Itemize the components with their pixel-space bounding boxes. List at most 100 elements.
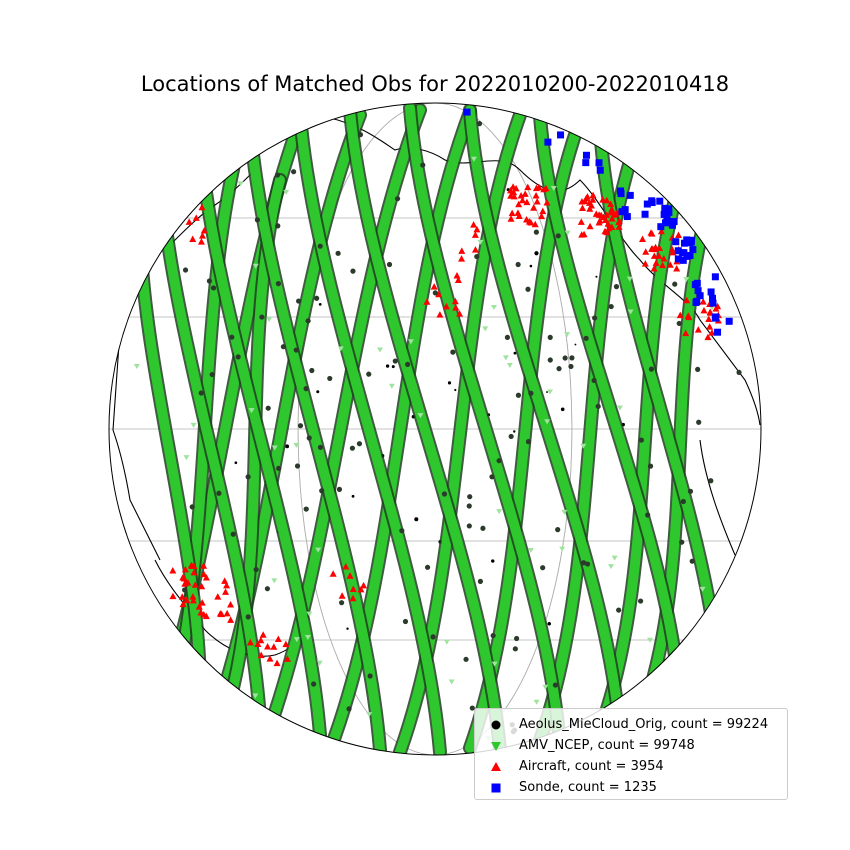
amv-marker [496, 509, 503, 515]
amv-marker [271, 445, 278, 451]
aeolus-marker [305, 318, 311, 324]
aeolus-marker [264, 586, 271, 592]
aircraft-marker [202, 612, 210, 620]
aircraft-marker [198, 203, 206, 211]
island-dot [513, 351, 517, 355]
island-dot [385, 364, 390, 368]
aircraft-marker [179, 574, 187, 581]
island-dot [454, 388, 457, 392]
aircraft-marker [430, 283, 438, 290]
aircraft-marker [542, 184, 550, 192]
amv-marker [293, 637, 300, 643]
sonde-marker [544, 138, 552, 146]
aeolus-marker [349, 445, 356, 451]
aeolus-marker [394, 196, 401, 202]
aeolus-marker [432, 290, 438, 296]
aircraft-marker [666, 261, 674, 268]
sonde-marker [694, 287, 702, 295]
island-dot [285, 444, 290, 449]
sonde-marker [680, 239, 688, 247]
aeolus-marker [198, 390, 204, 396]
aircraft-marker [349, 585, 357, 592]
aircraft-marker [604, 220, 612, 227]
amv-marker [699, 586, 706, 592]
aircraft-marker [521, 190, 529, 197]
aircraft-marker [603, 228, 611, 236]
legend: Aeolus_MieCloud_Orig, count = 99224 AMV_… [474, 708, 788, 800]
aeolus-marker [210, 285, 217, 291]
aircraft-marker [458, 247, 466, 254]
aeolus-marker [317, 243, 323, 249]
sonde-marker [709, 299, 717, 307]
sonde-marker [672, 238, 680, 246]
aeolus-marker [695, 366, 701, 372]
aircraft-marker [650, 264, 658, 272]
legend-item-sonde: Sonde, count = 1235 [483, 777, 787, 798]
island-dot [547, 622, 551, 626]
aircraft-marker [223, 581, 231, 589]
aircraft-marker [458, 255, 466, 262]
aircraft-marker [470, 221, 478, 228]
aeolus-marker [648, 366, 655, 372]
aeolus-marker [528, 390, 534, 396]
sonde-marker [686, 251, 694, 259]
coastline-path [699, 439, 736, 556]
aeolus-marker [480, 525, 486, 531]
aircraft-marker [188, 562, 196, 570]
amv-marker [627, 309, 634, 315]
circle-marker-icon [483, 718, 509, 732]
amv-marker [388, 383, 395, 389]
sonde-marker [660, 210, 668, 218]
track-band [295, 110, 445, 755]
aircraft-marker [246, 638, 254, 646]
aeolus-marker [647, 463, 654, 469]
sonde-marker [725, 317, 733, 325]
island-dot [351, 494, 355, 498]
aircraft-marker [507, 215, 515, 222]
amv-marker [252, 263, 259, 269]
amv-marker [683, 277, 690, 283]
island-dot [391, 365, 395, 369]
aeolus-marker [430, 634, 436, 640]
aeolus-marker [350, 268, 356, 274]
island-dot [346, 627, 349, 630]
aeolus-marker [189, 504, 195, 510]
aircraft-marker [456, 310, 464, 317]
amv-marker [448, 679, 455, 685]
aeolus-marker [638, 437, 644, 443]
legend-label: AMV_NCEP, count = 99748 [519, 738, 695, 753]
amv-marker [608, 564, 615, 570]
aircraft-marker [257, 651, 265, 659]
aeolus-marker [291, 169, 297, 175]
aircraft-marker [200, 562, 208, 569]
aeolus-marker [303, 506, 309, 512]
aircraft-marker [274, 635, 282, 643]
sonde-marker [661, 204, 669, 212]
aircraft-marker [652, 243, 660, 251]
aircraft-marker [200, 226, 208, 234]
aircraft-marker [178, 593, 186, 600]
aeolus-marker [293, 347, 299, 353]
aircraft-marker [169, 592, 177, 600]
island-dot [534, 251, 539, 256]
aeolus-marker [182, 587, 188, 593]
amv-marker [544, 419, 551, 425]
aircraft-marker [179, 600, 187, 608]
aeolus-marker [386, 261, 393, 268]
aircraft-marker [660, 254, 668, 262]
sonde-marker [711, 273, 719, 281]
aeolus-marker [405, 361, 411, 367]
aircraft-marker [700, 306, 708, 314]
aeolus-marker [245, 614, 251, 620]
aeolus-marker [680, 498, 686, 505]
island-dot [546, 391, 548, 393]
track-band [195, 110, 365, 755]
amv-marker [617, 405, 624, 411]
aeolus-marker [687, 488, 694, 494]
amv-marker [611, 555, 618, 561]
amv-marker [316, 660, 323, 666]
sonde-marker [661, 219, 669, 227]
aircraft-marker [191, 581, 199, 588]
aeolus-marker [466, 503, 472, 509]
sonde-marker [557, 131, 565, 139]
